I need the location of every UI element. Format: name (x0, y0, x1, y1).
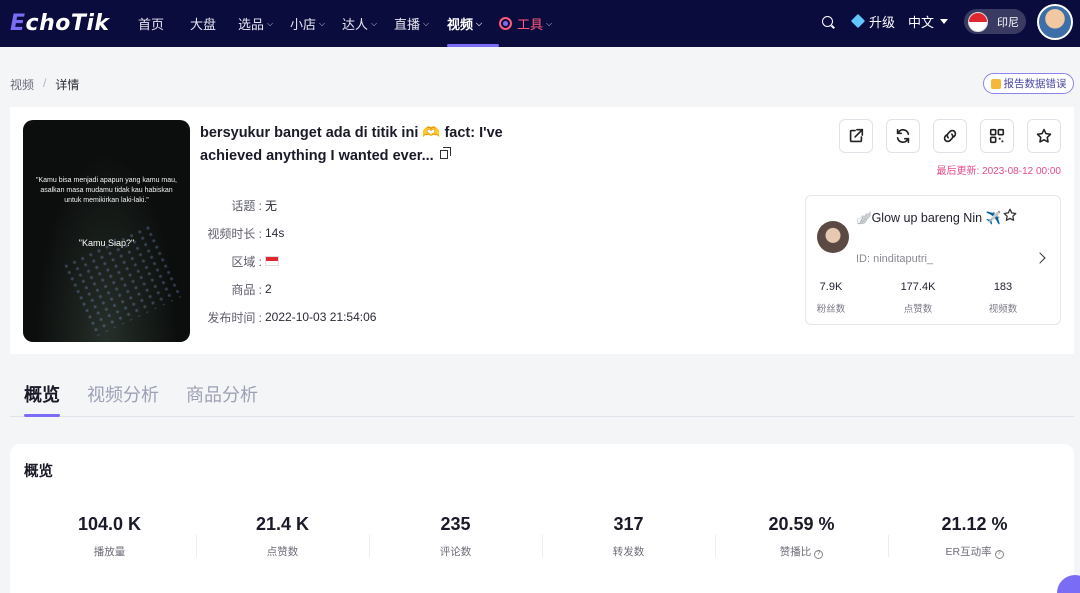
region-select[interactable]: 印尼 (964, 9, 1026, 34)
video-meta: 话题 :无 视频时长 :14s 区域 : 商品 :2 发布时间 :2022-10… (200, 191, 376, 331)
chevron-down-icon: ⌵ (371, 18, 378, 28)
overview-panel: 概览 104.0 K 播放量 21.4 K 点赞数 235 评论数 317 转发数 20… (10, 444, 1074, 593)
detail-tabs: 概览 视频分析 商品分析 (10, 372, 1074, 417)
nav-item-videos[interactable]: 视频 ⌵ (447, 0, 499, 47)
chevron-right-icon[interactable] (1034, 252, 1046, 264)
last-updated: 最后更新: 2023-08-12 00:00 (936, 166, 1061, 177)
follow-star-icon[interactable] (1002, 207, 1018, 223)
refresh-icon (896, 128, 910, 144)
author-card[interactable]: 🪽Glow up bareng Nin ✈️ ID: ninditaputri_… (805, 195, 1061, 325)
stat-divider (369, 535, 370, 557)
nav-item-tools[interactable]: 工具 ⌵ (499, 0, 559, 47)
thumbnail-quote: "Kamu bisa menjadi apapun yang kamu mau,… (35, 177, 177, 204)
meta-publish-time: 发布时间 :2022-10-03 21:54:06 (207, 310, 377, 325)
author-stat-likes: 177.4K 点赞数 (900, 281, 936, 315)
stat-divider (888, 535, 889, 557)
breadcrumb: 视频 / 详情 (10, 76, 79, 93)
indonesia-flag-icon (968, 11, 988, 32)
breadcrumb-videos[interactable]: 视频 (10, 78, 35, 92)
report-icon (990, 78, 1001, 89)
diamond-icon (850, 13, 866, 29)
thumbnail-caption: "Kamu Siap?" (78, 238, 135, 248)
meta-products: 商品 :2 (231, 282, 272, 297)
link-icon (943, 129, 957, 143)
upgrade-button[interactable]: 升级 (850, 0, 895, 42)
author-avatar[interactable] (817, 221, 849, 253)
nav-menu: 首页 大盘 选品 ⌵ 小店 ⌵ 达人 ⌵ 直播 ⌵ 视频 ⌵ 工具 ⌵ (138, 0, 559, 47)
language-select[interactable]: 中文 (908, 0, 949, 42)
stat-likes: 21.4 K 点赞数 (255, 514, 310, 558)
chevron-down-icon: ⌵ (267, 18, 274, 28)
chevron-down-icon: ⌵ (423, 18, 430, 28)
author-id: ID: ninditaputri_ (856, 253, 934, 265)
meta-topic: 话题 :无 (231, 198, 278, 213)
favorite-button[interactable] (1027, 119, 1061, 153)
user-avatar[interactable] (1037, 4, 1073, 40)
copy-link-button[interactable] (933, 119, 967, 153)
author-name[interactable]: 🪽Glow up bareng Nin ✈️ (856, 211, 1002, 225)
nav-item-creators[interactable]: 达人 ⌵ (342, 17, 378, 32)
qr-code-button[interactable] (980, 119, 1014, 153)
tab-product-analysis[interactable]: 商品分析 (186, 385, 258, 405)
tab-video-analysis[interactable]: 视频分析 (87, 385, 159, 405)
nav-item-live[interactable]: 直播 ⌵ (394, 17, 430, 32)
open-external-button[interactable] (839, 119, 873, 153)
author-stat-followers: 7.9K 粉丝数 (816, 281, 846, 315)
stat-divider (196, 535, 197, 557)
author-stat-videos: 183 视频数 (988, 281, 1018, 315)
search-icon[interactable] (822, 16, 833, 27)
video-title: bersyukur banget ada di titik ini 🫶 fact… (200, 125, 503, 164)
video-detail-card: "Kamu bisa menjadi apapun yang kamu mau,… (10, 107, 1074, 354)
refresh-button[interactable] (886, 119, 920, 153)
meta-duration: 视频时长 :14s (207, 226, 285, 241)
stat-views: 104.0 K 播放量 (77, 514, 142, 558)
stat-engagement-rate: 21.12 % ER互动率 ? (941, 514, 1008, 559)
stat-comments: 235 评论数 (439, 514, 472, 558)
tab-overview[interactable]: 概览 (24, 372, 60, 417)
chevron-down-icon: ⌵ (319, 18, 326, 28)
caret-down-icon (940, 18, 949, 24)
overview-title: 概览 (24, 464, 53, 480)
external-link-icon (849, 128, 864, 143)
nav-item-dashboard[interactable]: 大盘 (190, 17, 217, 32)
breadcrumb-current: 详情 (55, 78, 80, 92)
help-icon[interactable]: ? (994, 550, 1004, 559)
qr-code-icon (989, 128, 1005, 144)
openai-tools-icon (499, 17, 512, 30)
meta-region: 区域 : (200, 247, 376, 275)
copy-icon[interactable] (439, 147, 451, 159)
star-icon (1036, 128, 1052, 143)
stat-divider (542, 535, 543, 557)
stat-divider (715, 535, 716, 557)
stat-like-view-ratio: 20.59 % 赞播比 ? (768, 514, 835, 559)
report-data-error-button[interactable]: 报告数据错误 (983, 73, 1074, 94)
chevron-down-icon: ⌵ (476, 18, 483, 28)
floating-help-button[interactable] (1057, 575, 1080, 593)
video-actions (839, 119, 1074, 153)
help-icon[interactable]: ? (814, 550, 824, 559)
video-thumbnail[interactable]: "Kamu bisa menjadi apapun yang kamu mau,… (23, 120, 190, 342)
chevron-down-icon: ⌵ (546, 18, 553, 28)
nav-item-home[interactable]: 首页 (138, 17, 165, 32)
nav-item-products[interactable]: 选品 ⌵ (238, 17, 274, 32)
nav-item-shops[interactable]: 小店 ⌵ (290, 17, 326, 32)
breadcrumb-separator: / (43, 76, 47, 90)
indonesia-flag-icon (265, 256, 279, 266)
stat-shares: 317 转发数 (612, 514, 645, 558)
